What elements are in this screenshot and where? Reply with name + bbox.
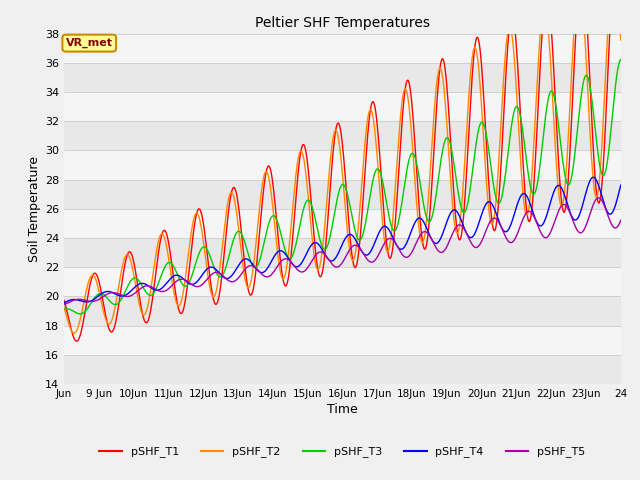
Y-axis label: Soil Temperature: Soil Temperature — [28, 156, 41, 262]
pSHF_T5 — [70, 297, 78, 303]
pSHF_T5 — [60, 302, 68, 308]
pSHF_T1 — [411, 139, 419, 145]
Line: pSHF_T5: pSHF_T5 — [64, 198, 621, 305]
pSHF_T5 — [617, 217, 625, 223]
Bar — [64, 63, 621, 92]
pSHF_T1 — [214, 298, 222, 303]
pSHF_T3 — [411, 154, 419, 159]
pSHF_T2 — [214, 278, 222, 284]
pSHF_T1 — [128, 253, 136, 259]
pSHF_T4 — [60, 300, 68, 306]
Bar — [64, 92, 621, 121]
pSHF_T2 — [71, 330, 79, 336]
pSHF_T5 — [410, 245, 418, 251]
pSHF_T1 — [72, 338, 80, 344]
pSHF_T4 — [127, 288, 135, 293]
X-axis label: Time: Time — [327, 403, 358, 416]
Bar — [64, 150, 621, 180]
pSHF_T2 — [70, 330, 78, 336]
pSHF_T2 — [617, 37, 625, 43]
Text: VR_met: VR_met — [66, 38, 113, 48]
pSHF_T3 — [185, 280, 193, 286]
pSHF_T4 — [70, 297, 78, 302]
pSHF_T3 — [428, 216, 435, 222]
pSHF_T3 — [76, 311, 84, 317]
pSHF_T3 — [60, 307, 68, 312]
pSHF_T2 — [411, 176, 419, 182]
pSHF_T5 — [127, 293, 135, 299]
pSHF_T1 — [60, 298, 68, 303]
Bar — [64, 121, 621, 150]
Line: pSHF_T3: pSHF_T3 — [64, 60, 621, 314]
pSHF_T4 — [410, 222, 418, 228]
pSHF_T1 — [70, 336, 78, 341]
Line: pSHF_T4: pSHF_T4 — [64, 177, 621, 303]
Bar — [64, 296, 621, 325]
pSHF_T4 — [617, 182, 625, 188]
pSHF_T4 — [214, 268, 221, 274]
Bar — [64, 325, 621, 355]
Legend: pSHF_T1, pSHF_T2, pSHF_T3, pSHF_T4, pSHF_T5: pSHF_T1, pSHF_T2, pSHF_T3, pSHF_T4, pSHF… — [95, 442, 590, 462]
pSHF_T4 — [184, 280, 192, 286]
Bar — [64, 355, 621, 384]
pSHF_T1 — [185, 272, 193, 277]
pSHF_T2 — [128, 264, 136, 269]
pSHF_T1 — [428, 193, 435, 199]
pSHF_T5 — [184, 279, 192, 285]
Line: pSHF_T2: pSHF_T2 — [64, 0, 621, 333]
pSHF_T2 — [185, 249, 193, 255]
Bar — [64, 34, 621, 63]
pSHF_T2 — [428, 155, 435, 161]
Bar — [64, 180, 621, 209]
pSHF_T2 — [60, 304, 68, 310]
Title: Peltier SHF Temperatures: Peltier SHF Temperatures — [255, 16, 430, 30]
pSHF_T5 — [214, 269, 221, 275]
Bar — [64, 209, 621, 238]
pSHF_T3 — [70, 309, 78, 314]
Bar — [64, 267, 621, 296]
Line: pSHF_T1: pSHF_T1 — [64, 0, 621, 341]
pSHF_T3 — [128, 276, 136, 282]
pSHF_T5 — [595, 195, 602, 201]
pSHF_T3 — [214, 273, 222, 278]
pSHF_T4 — [590, 174, 598, 180]
pSHF_T5 — [426, 234, 434, 240]
Bar — [64, 238, 621, 267]
pSHF_T4 — [426, 234, 434, 240]
pSHF_T3 — [617, 57, 625, 62]
